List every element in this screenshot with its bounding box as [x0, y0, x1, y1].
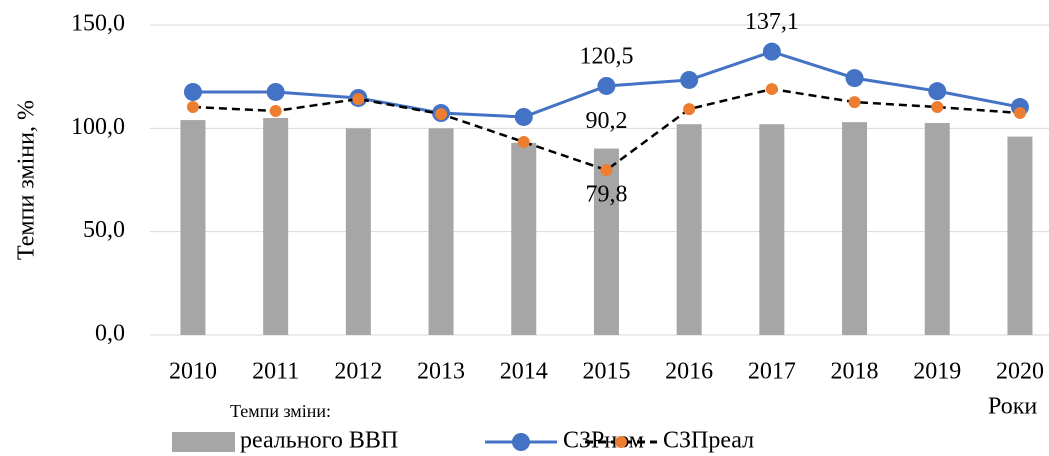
- marker: [183, 82, 202, 101]
- bar: [759, 124, 785, 335]
- marker: [266, 82, 285, 101]
- legend-swatch: [172, 432, 235, 452]
- bar: [842, 122, 868, 335]
- bar: [180, 120, 206, 335]
- bar: [263, 118, 289, 335]
- x-tick-label: 2012: [334, 359, 382, 385]
- data-label: 90,2: [585, 108, 627, 134]
- x-tick-label: 2015: [582, 359, 630, 385]
- x-tick-label: 2018: [831, 359, 879, 385]
- data-label: 137,1: [745, 9, 799, 35]
- x-tick-label: 2017: [748, 359, 796, 385]
- marker: [845, 69, 864, 88]
- marker: [517, 135, 530, 148]
- marker: [435, 108, 448, 121]
- legend-title: Темпи зміни:: [230, 401, 331, 421]
- y-tick-label: 100,0: [71, 114, 125, 140]
- bar: [1007, 136, 1033, 335]
- y-tick-label: 50,0: [83, 217, 125, 243]
- legend-label: СЗПреал: [663, 428, 754, 454]
- marker: [931, 101, 944, 114]
- marker: [514, 107, 533, 126]
- marker: [680, 70, 699, 89]
- bar: [676, 124, 702, 335]
- x-tick-label: 2014: [500, 359, 548, 385]
- marker: [762, 42, 781, 61]
- x-axis-title: Роки: [988, 394, 1037, 420]
- marker: [597, 76, 616, 95]
- marker: [352, 92, 365, 105]
- y-tick-label: 150,0: [71, 11, 125, 37]
- x-tick-label: 2016: [665, 359, 713, 385]
- marker: [600, 164, 613, 177]
- marker: [186, 101, 199, 114]
- marker: [765, 83, 778, 96]
- bar: [924, 122, 950, 336]
- legend-label: реального ВВП: [240, 428, 398, 454]
- marker: [683, 103, 696, 116]
- bar: [345, 128, 371, 335]
- marker: [1013, 107, 1026, 120]
- x-tick-label: 2020: [996, 359, 1044, 385]
- bar: [593, 148, 619, 335]
- marker: [928, 82, 947, 101]
- legend-marker: [615, 436, 627, 448]
- data-label: 79,8: [585, 182, 627, 208]
- x-tick-label: 2010: [169, 359, 217, 385]
- x-tick-label: 2019: [913, 359, 961, 385]
- data-label: 120,5: [579, 43, 633, 69]
- bar: [511, 142, 537, 335]
- y-tick-label: 0,0: [95, 321, 125, 347]
- y-axis-title: Темпи зміни, %: [14, 100, 40, 260]
- marker: [848, 96, 861, 109]
- legend-marker: [512, 433, 530, 451]
- bar: [428, 128, 454, 335]
- x-tick-label: 2011: [252, 359, 299, 385]
- marker: [269, 104, 282, 117]
- x-tick-label: 2013: [417, 359, 465, 385]
